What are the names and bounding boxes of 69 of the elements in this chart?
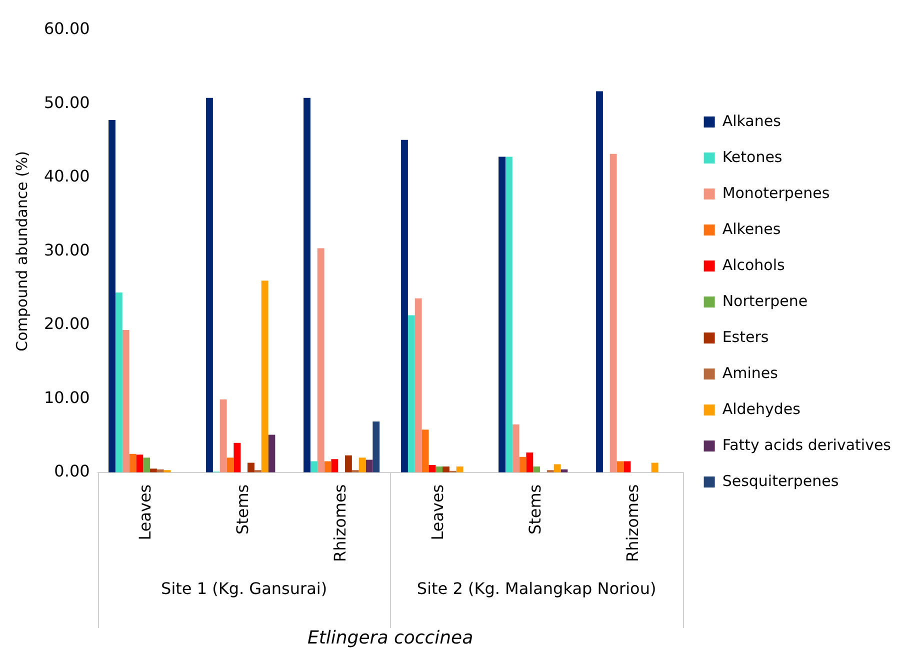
bar bbox=[220, 399, 227, 472]
x-axis-title: Etlingera coccinea bbox=[307, 628, 474, 649]
x-tick-label: Rhizomes bbox=[330, 484, 350, 562]
bar bbox=[304, 98, 310, 472]
bar bbox=[512, 424, 520, 472]
bar bbox=[651, 462, 658, 472]
legend-label: Norterpene bbox=[722, 292, 808, 310]
bar bbox=[442, 466, 450, 472]
x-tick-label: Stems bbox=[233, 484, 252, 535]
x-tick-label: Leaves bbox=[428, 484, 448, 540]
bar bbox=[526, 452, 534, 472]
bar bbox=[533, 466, 540, 472]
bar bbox=[331, 459, 338, 472]
legend-label: Fatty acids derivatives bbox=[722, 436, 892, 454]
bar bbox=[596, 91, 603, 472]
bar bbox=[143, 458, 150, 472]
bar bbox=[345, 455, 352, 472]
bar bbox=[610, 154, 617, 472]
bar bbox=[414, 298, 422, 472]
legend-label: Alcohols bbox=[722, 256, 786, 274]
bar bbox=[234, 442, 241, 472]
legend-label: Alkenes bbox=[722, 220, 781, 238]
legend-label: Amines bbox=[722, 364, 778, 382]
bar bbox=[372, 421, 380, 472]
legend-label: Monoterpenes bbox=[722, 184, 830, 202]
bar bbox=[624, 461, 631, 472]
legend-label: Sesquiterpenes bbox=[722, 472, 839, 490]
bar bbox=[358, 458, 366, 472]
bar bbox=[108, 120, 116, 472]
x-tick-label: Leaves bbox=[136, 484, 155, 540]
bar bbox=[428, 464, 436, 472]
bar bbox=[310, 461, 318, 472]
legend-label: Alkanes bbox=[722, 112, 782, 130]
bar bbox=[136, 454, 144, 472]
legend-label: Esters bbox=[722, 328, 769, 346]
bar bbox=[519, 456, 526, 472]
legend-label: Aldehydes bbox=[722, 400, 801, 418]
x-tick-label: Stems bbox=[526, 484, 545, 535]
bar bbox=[122, 330, 130, 472]
bar bbox=[554, 464, 561, 472]
y-tick-label: 60.00 bbox=[44, 19, 90, 38]
bar bbox=[129, 454, 136, 472]
bar bbox=[456, 466, 464, 472]
bar bbox=[505, 156, 512, 472]
y-tick-label: 50.00 bbox=[44, 92, 90, 112]
bar bbox=[408, 315, 415, 472]
y-tick-label: 10.00 bbox=[44, 388, 90, 407]
text: Site 2 (Kg. Malangkap Noriou) bbox=[416, 579, 656, 598]
y-tick-label: 30.00 bbox=[44, 240, 90, 260]
bar bbox=[115, 292, 122, 472]
bar bbox=[366, 460, 373, 472]
bar bbox=[436, 466, 443, 472]
bar bbox=[226, 458, 234, 472]
y-tick-label: 40.00 bbox=[44, 166, 90, 186]
bar bbox=[206, 98, 213, 472]
bar bbox=[498, 156, 506, 472]
bar bbox=[248, 462, 254, 472]
bar bbox=[422, 430, 429, 472]
text: Site 1 (Kg. Gansurai) bbox=[161, 579, 328, 598]
y-tick-label: 20.00 bbox=[44, 314, 90, 334]
bar bbox=[317, 248, 324, 472]
bar bbox=[268, 434, 276, 472]
y-tick-label: 0.00 bbox=[54, 462, 90, 480]
bar bbox=[401, 140, 408, 472]
legend-label: Ketones bbox=[722, 148, 782, 166]
x-tick-label: Rhizomes bbox=[623, 484, 642, 562]
bar bbox=[261, 280, 268, 472]
bar bbox=[150, 468, 157, 472]
y-axis-title: Compound abundance (%) bbox=[12, 150, 31, 352]
